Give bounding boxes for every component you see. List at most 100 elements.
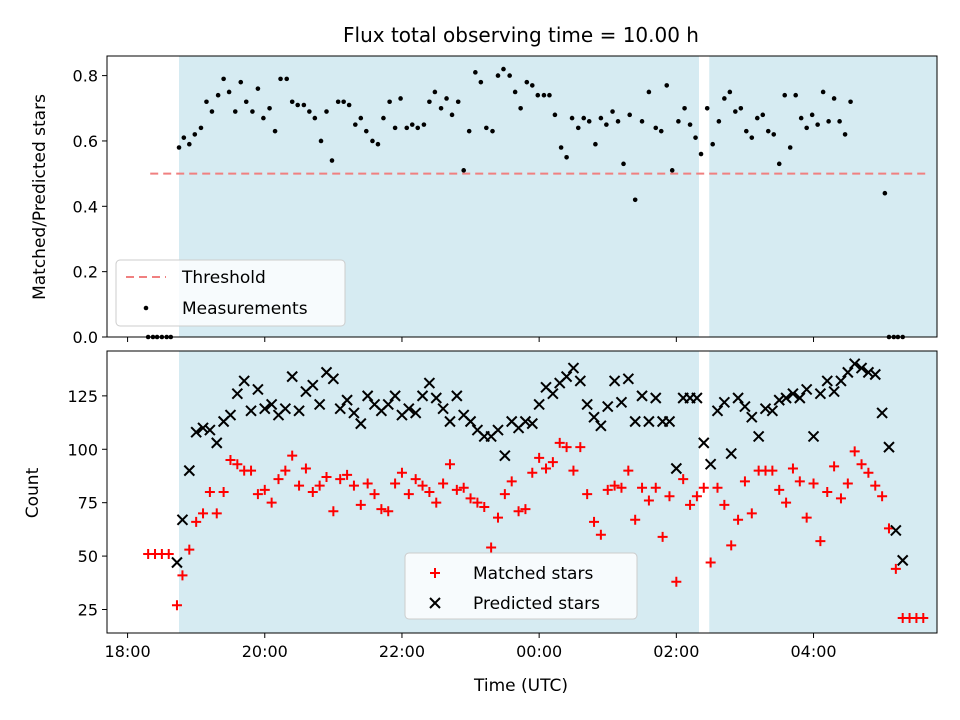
legend: Matched stars Predicted stars [404,552,638,620]
predicted-stars-point [814,388,827,400]
matched-stars-point [280,465,291,476]
matched-stars-point [602,484,613,495]
matched-stars-point [856,459,867,470]
matched-stars-point [211,508,222,519]
predicted-stars-point [286,370,298,383]
matched-stars-point [719,499,730,510]
measurements-point [444,96,449,101]
measurements-point [575,125,581,131]
predicted-stars-point [752,430,765,443]
matched-stars-point [348,480,359,491]
predicted-stars-point [698,437,710,449]
matched-stars-point [685,499,696,510]
matched-stars-point [225,454,236,465]
matched-stars-point [918,613,929,624]
measurements-point [501,66,506,72]
predicted-stars-point [293,405,305,417]
measurements-point [455,99,461,105]
measurements-point [627,112,632,118]
measurements-point [358,115,364,121]
predicted-stars-point [464,415,477,428]
measurements-point [335,99,341,105]
measurements-point [722,96,727,101]
matched-stars-point [294,480,305,491]
predicted-stars-point [265,398,278,411]
measurements-point [749,135,755,140]
measurements-point [771,132,777,137]
matched-stars-point [444,459,455,470]
y-tick-label: 0.4 [73,197,98,216]
matched-stars-point [362,478,373,489]
matched-stars-point [705,557,716,568]
predicted-stars-point [828,385,840,398]
matched-stars-point [678,474,689,485]
matched-stars-point [273,474,284,485]
matched-stars-point [822,487,833,497]
y-tick-label: 25 [78,601,98,620]
legend-label: Predicted stars [473,594,600,614]
measurements-point [676,119,681,124]
predicted-stars-point [307,379,319,391]
predicted-stars-point [245,405,257,417]
measurements-point [704,105,710,111]
predicted-stars-point [663,415,676,428]
matched-stars-point [499,489,510,500]
predicted-stars-point [574,375,587,387]
y-tick-label: 100 [67,440,98,459]
measurements-point [518,105,523,111]
y-tick-label: 0.0 [73,328,98,347]
measurements-point [363,128,369,134]
predicted-stars-point [835,375,847,387]
predicted-stars-point [560,370,573,383]
predicted-stars-point [725,447,737,460]
matched-stars-point [815,536,826,547]
matched-stars-point [547,457,558,468]
x-tick-label: 22:00 [379,642,425,661]
predicted-stars-point [643,415,655,428]
measurements-point [261,115,266,121]
predicted-stars-point [807,430,820,443]
y-tick-label: 0.2 [73,263,98,282]
predicted-stars-point [890,524,902,537]
matched-stars-point [842,478,853,489]
matched-stars-point [582,489,593,500]
predicted-stars-point [739,400,751,413]
matched-stars-point [376,504,387,515]
measurements-point [569,115,575,121]
predicted-stars-point [224,409,237,421]
predicted-stars-point [862,366,875,379]
matched-stars-point [513,506,524,517]
predicted-stars-point [622,373,635,385]
predicted-stars-point [238,375,250,387]
plot-frame [106,350,938,634]
measurements-point [658,128,664,134]
measurements-point [421,122,427,127]
predicted-stars-point [883,441,895,453]
y-axis-label: Matched/Predicted stars [30,94,50,300]
matched-stars-point [300,463,311,474]
matched-stars-point [259,484,270,495]
measurements-point [226,89,232,95]
matched-stars-point [589,516,600,527]
measurements-point [295,102,300,108]
measurements-point [842,132,848,137]
predicted-stars-point [636,390,648,402]
measurements-point [639,119,645,124]
measurements-point [882,190,888,196]
x-tick-label: 20:00 [242,642,288,661]
predicted-stars-point [526,417,538,430]
predicted-stars-point [876,407,888,419]
matched-stars-point [335,474,346,485]
x-tick-label: 02:00 [653,642,699,661]
matched-stars-point [643,495,654,506]
predicted-stars-point [190,426,202,438]
matched-stars-point [184,544,195,555]
measurements-point [289,99,295,105]
measurements-point [267,105,272,111]
x-tick-label: 18:00 [105,642,151,661]
predicted-stars-point [896,554,909,567]
matched-stars-point [472,497,483,508]
measurements-point [664,83,670,88]
predicted-stars-point [519,415,532,428]
predicted-stars-point [430,392,442,404]
